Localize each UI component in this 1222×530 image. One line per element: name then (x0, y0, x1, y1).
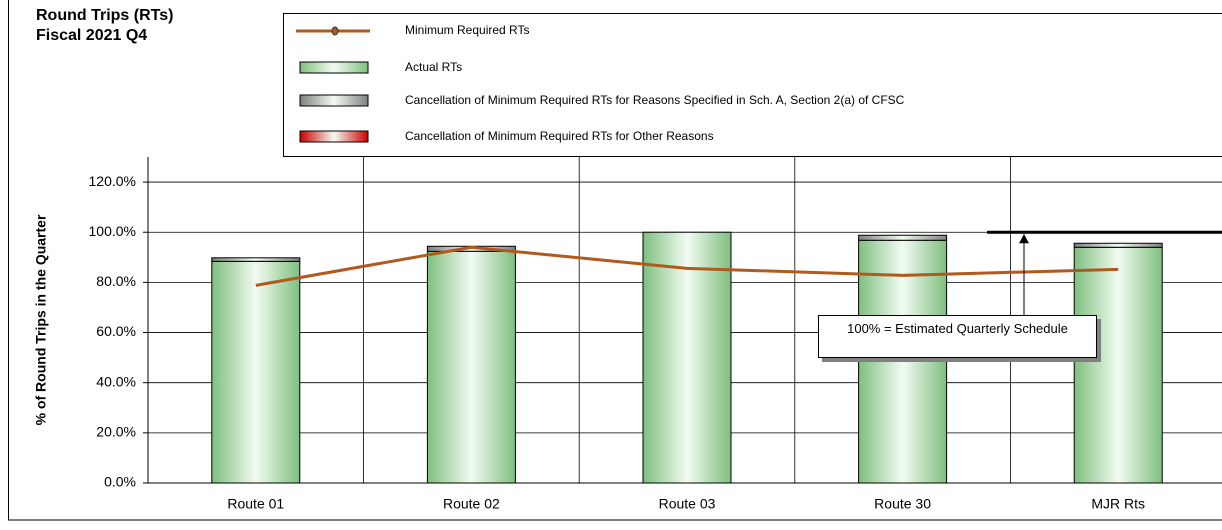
x-tick-label: Route 01 (227, 496, 284, 512)
bar-segment (211, 257, 301, 262)
legend-swatch (299, 130, 369, 143)
chart-subtitle: Fiscal 2021 Q4 (36, 27, 147, 44)
x-tick-label: Route 03 (659, 496, 716, 512)
annotation-box: 100% = Estimated Quarterly Schedule (818, 315, 1097, 358)
y-tick-label: 60.0% (96, 323, 136, 339)
bar-segment (1073, 246, 1163, 484)
bar-segment (1073, 242, 1163, 248)
y-tick-label: 0.0% (104, 474, 136, 490)
y-tick-label: 80.0% (96, 273, 136, 289)
legend-box (283, 13, 1222, 157)
legend-label: Actual RTs (405, 60, 462, 74)
legend-marker (331, 26, 339, 36)
line-series (255, 245, 1119, 287)
y-tick-label: 120.0% (89, 173, 136, 189)
y-axis-label: % of Round Trips in the Quarter (33, 214, 49, 425)
x-tick-label: Route 30 (874, 496, 931, 512)
bar-segment (858, 234, 948, 241)
arrow-head (1019, 234, 1029, 244)
bar-segment (858, 239, 948, 484)
y-tick-label: 100.0% (89, 223, 136, 239)
bar-segment (211, 260, 301, 484)
chart-border (8, 0, 1222, 521)
legend-swatch (299, 94, 369, 107)
x-tick-label: MJR Rts (1091, 496, 1145, 512)
x-tick-label: Route 02 (443, 496, 500, 512)
chart-title: Round Trips (RTs) (36, 7, 173, 24)
y-tick-label: 20.0% (96, 424, 136, 440)
legend-label: Minimum Required RTs (405, 23, 529, 37)
bar-segment (426, 250, 516, 484)
y-tick-label: 40.0% (96, 373, 136, 389)
legend-label: Cancellation of Minimum Required RTs for… (405, 129, 714, 143)
bar-segment (642, 231, 732, 484)
legend-swatch (299, 61, 369, 74)
legend-label: Cancellation of Minimum Required RTs for… (405, 93, 905, 107)
